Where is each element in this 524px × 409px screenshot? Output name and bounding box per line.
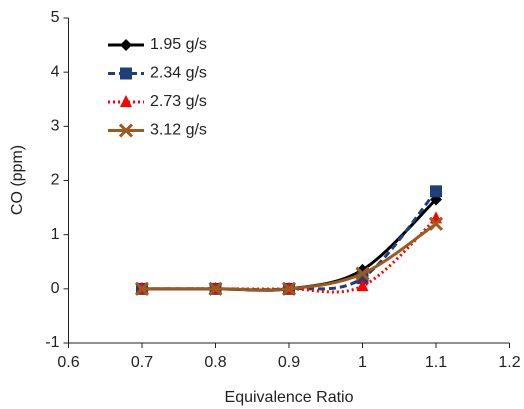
legend-label: 3.12 g/s — [150, 122, 207, 139]
legend-marker — [120, 39, 132, 51]
marker — [208, 281, 223, 296]
series-line — [142, 222, 437, 292]
marker — [355, 266, 370, 281]
y-tick-label: -1 — [45, 334, 59, 351]
marker — [134, 281, 150, 296]
marker — [356, 279, 369, 292]
x-tick-label: 1.1 — [425, 354, 447, 371]
y-tick-label: 5 — [51, 9, 60, 26]
legend-label: 2.73 g/s — [150, 93, 207, 110]
x-tick-label: 0.6 — [57, 354, 79, 371]
x-tick-label: 1 — [358, 354, 367, 371]
y-axis-label: CO (ppm) — [9, 145, 26, 215]
x-axis-label: Equivalence Ratio — [225, 389, 354, 406]
marker — [281, 281, 297, 296]
legend-label: 2.34 g/s — [150, 65, 207, 82]
y-tick-label: 2 — [51, 172, 60, 189]
legend-item: 2.73 g/s — [108, 93, 207, 110]
x-tick-label: 0.7 — [131, 354, 153, 371]
y-tick-label: 0 — [51, 280, 60, 297]
legend-marker — [118, 123, 134, 138]
marker — [430, 185, 442, 198]
series-line — [142, 190, 438, 292]
x-tick-label: 0.8 — [204, 354, 226, 371]
y-tick-label: 1 — [51, 226, 60, 243]
legend-marker — [120, 67, 132, 80]
legend-item: 3.12 g/s — [108, 122, 207, 139]
x-tick-label: 0.9 — [278, 354, 300, 371]
legend-label: 1.95 g/s — [150, 36, 207, 53]
y-tick-label: 3 — [51, 118, 60, 135]
legend-item: 2.34 g/s — [108, 65, 207, 82]
legend-item: 1.95 g/s — [108, 36, 207, 53]
legend-marker — [120, 95, 132, 107]
marker — [428, 216, 444, 231]
y-tick-label: 4 — [51, 63, 60, 80]
x-tick-label: 1.2 — [498, 354, 520, 371]
series-line — [142, 198, 438, 292]
